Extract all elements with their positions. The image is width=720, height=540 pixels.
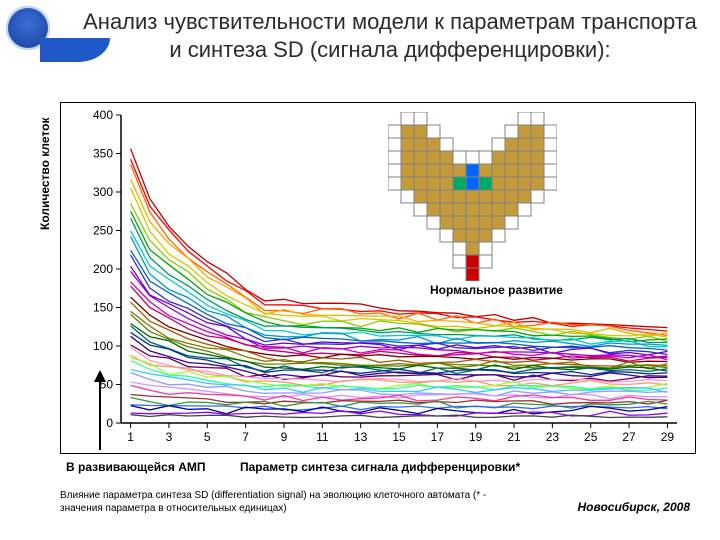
svg-text:15: 15 [392, 430, 406, 444]
svg-text:27: 27 [622, 430, 636, 444]
svg-text:9: 9 [281, 430, 288, 444]
svg-text:7: 7 [242, 430, 249, 444]
normal-development-label: Нормальное развитие [430, 283, 563, 297]
chart-svg: 0501001502002503003504001357911131517192… [61, 103, 695, 453]
heart-automaton-inset [388, 112, 557, 286]
svg-text:400: 400 [93, 108, 113, 122]
svg-text:300: 300 [93, 185, 113, 199]
svg-text:250: 250 [93, 224, 113, 238]
svg-text:25: 25 [584, 430, 598, 444]
svg-text:100: 100 [93, 339, 113, 353]
arrow-label: В развивающейся АМП [66, 460, 205, 474]
svg-text:200: 200 [93, 262, 113, 276]
sensitivity-chart: 0501001502002503003504001357911131517192… [60, 102, 696, 454]
footer-location-year: Новосибирск, 2008 [578, 500, 691, 514]
svg-text:23: 23 [546, 430, 560, 444]
svg-text:150: 150 [93, 301, 113, 315]
svg-text:19: 19 [469, 430, 483, 444]
svg-text:350: 350 [93, 147, 113, 161]
caption-text: Влияние параметра синтеза SD (differenti… [60, 490, 500, 515]
svg-text:13: 13 [354, 430, 368, 444]
svg-text:11: 11 [316, 430, 329, 444]
svg-text:1: 1 [127, 430, 134, 444]
svg-text:17: 17 [431, 430, 445, 444]
svg-text:5: 5 [204, 430, 211, 444]
svg-text:29: 29 [661, 430, 675, 444]
svg-text:3: 3 [166, 430, 173, 444]
x-axis-label: Параметр синтеза сигнала дифференцировки… [240, 460, 520, 474]
y-axis-label: Количество клеток [38, 118, 52, 230]
svg-text:21: 21 [507, 430, 521, 444]
up-arrow-icon [90, 370, 110, 455]
slide-title: Анализ чувствительности модели к парамет… [80, 8, 700, 63]
